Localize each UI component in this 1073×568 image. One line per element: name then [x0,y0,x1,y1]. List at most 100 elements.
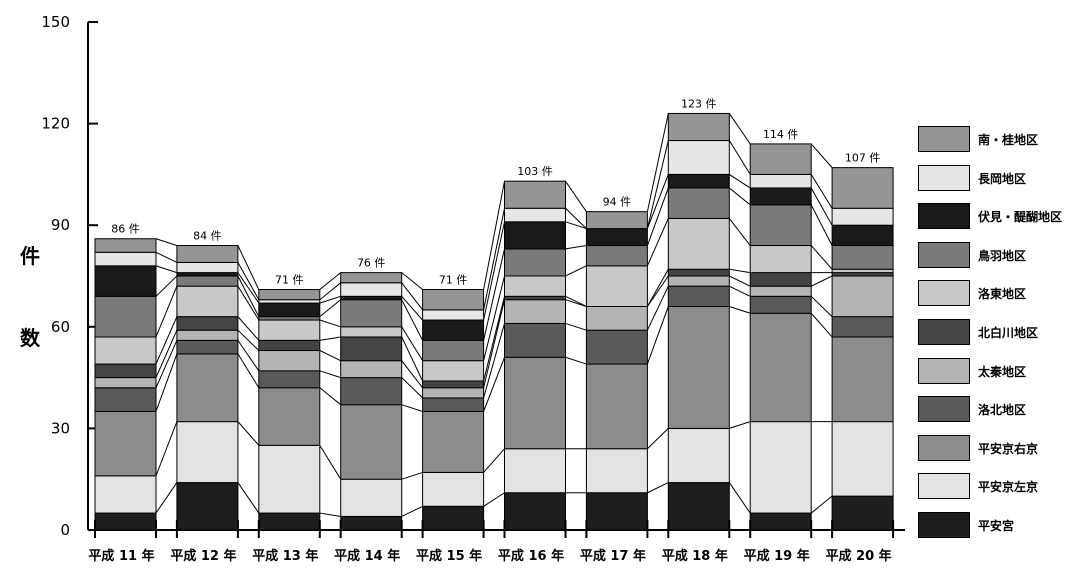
connector-line [319,512,341,517]
bar-segment [176,421,239,484]
bar-segment [94,377,157,389]
connector-line [810,275,833,287]
connector-line [319,272,342,290]
bar-segment [667,275,730,287]
bar-segment [94,336,157,365]
connector-line [401,295,423,321]
connector-line [155,329,178,378]
bar-segment [94,363,157,379]
bar-total-label: 84 件 [193,230,222,243]
connector-line [155,482,178,514]
legend-label: 平安京右京 [978,441,1039,456]
bar-segment [258,444,321,514]
bar-segment [258,319,321,341]
bar-segment [94,265,157,297]
bar-group [422,289,485,531]
connector-line [483,181,505,290]
legend-label: 平安宮 [978,519,1015,533]
legend-swatch [918,434,970,461]
legend-label: 洛北地区 [978,403,1027,418]
bar-segment [749,187,812,206]
connector-line [237,285,260,321]
y-tick-label: 0 [60,521,70,539]
bar-segment [504,322,566,358]
connector-line [401,505,423,517]
x-tick-label: 平成 18 年 [662,548,728,564]
bar-segment [504,180,566,209]
connector-line [483,221,505,321]
y-axis-title-char-1: 件 [20,244,40,268]
bar-segment [340,299,403,328]
connector-line [646,187,669,246]
bar-segment [340,478,403,517]
bar-segment [258,350,321,372]
bar-segment [94,512,157,531]
connector-line [810,245,833,270]
connector-line [155,285,178,338]
bar-segment [831,275,894,318]
connector-line [155,421,178,476]
bar-segment [258,512,321,531]
x-tick-label: 平成 16 年 [498,548,564,564]
connector-line [319,336,341,341]
connector-line [401,299,424,341]
bar-total-label: 103 件 [517,165,553,178]
bar-segment [422,380,485,389]
bar-segment [422,410,485,473]
legend-label: 鳥羽地区 [978,248,1027,263]
y-tick-label: 150 [41,13,70,31]
bar-segment [340,404,403,480]
bar-segment [504,448,566,494]
legend-swatch [918,473,970,500]
bar-group [831,167,894,531]
legend-label: 長岡地区 [978,171,1027,186]
bar-segment [667,285,730,307]
bar-segment [831,421,894,497]
connector-line [729,173,751,189]
bar-segment [831,245,894,270]
connector-line [401,326,424,361]
connector-line [401,404,423,412]
connector-line [319,319,341,328]
connector-line [646,268,669,307]
bar-segment [667,305,730,429]
connector-line [155,275,178,297]
bar-segment [340,336,403,362]
bar-segment [176,482,239,531]
bar-segment [667,427,730,484]
bar-segment [831,268,894,274]
connector-line [483,299,505,388]
connector-line [483,492,505,507]
connector-line [483,448,505,473]
bar-segment [749,285,812,297]
bar-total-label: 114 件 [763,128,799,141]
bar-segment [667,140,730,175]
connector-line [401,377,423,399]
bar-segment [831,207,894,226]
bar-total-label: 71 件 [439,274,468,287]
connector-line [729,306,751,314]
connector-line [810,174,833,209]
connector-line [319,370,341,379]
connector-line [728,187,751,206]
bar-segment [749,143,812,175]
legend-label: 洛東地区 [978,287,1027,302]
bar-segment [176,285,239,318]
bar-segment [749,295,812,314]
bar-segment [94,387,157,412]
bar-segment [667,112,730,142]
connector-line [565,299,587,307]
bar-segment [94,251,157,267]
connector-line [155,265,178,274]
x-tick-label: 平成 12 年 [170,548,236,564]
bar-segment [94,295,157,338]
connector-line [646,113,669,212]
y-tick-label: 30 [51,419,70,437]
connector-line [646,140,669,229]
connector-line [565,295,587,307]
connector-line [401,471,423,480]
connector-line [401,282,423,311]
bar-segment [176,353,239,423]
bar-total-label: 71 件 [275,274,304,287]
y-tick-label: 90 [51,216,70,234]
